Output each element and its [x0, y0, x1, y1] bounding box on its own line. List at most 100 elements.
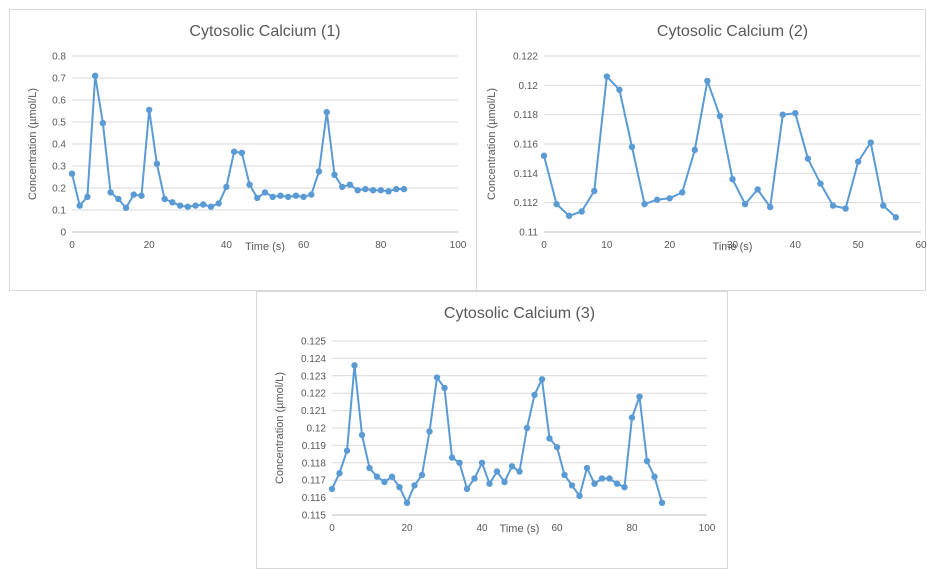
x-tick-label: 10: [601, 240, 613, 251]
y-tick-label: 0.2: [52, 184, 66, 195]
data-point: [716, 112, 724, 120]
data-point: [578, 208, 585, 215]
y-tick-label: 0.115: [302, 511, 327, 522]
data-point: [792, 110, 799, 117]
data-point: [418, 471, 426, 479]
chart-title: Cytosolic Calcium (3): [444, 305, 595, 322]
data-point: [817, 180, 824, 187]
data-point: [880, 202, 887, 209]
data-point: [315, 168, 323, 175]
data-point: [516, 468, 523, 475]
x-tick-label: 20: [664, 240, 676, 251]
data-point: [767, 203, 774, 211]
data-point: [223, 183, 230, 191]
data-point: [553, 200, 560, 208]
data-point: [339, 183, 346, 191]
data-point: [501, 478, 508, 486]
data-point: [169, 199, 176, 206]
data-point: [538, 376, 546, 383]
data-point: [138, 192, 145, 199]
y-tick-label: 0.117: [302, 476, 327, 487]
data-point: [300, 193, 307, 200]
x-tick-label: 0: [541, 240, 547, 251]
data-point: [153, 160, 161, 167]
data-point: [704, 77, 711, 85]
data-point: [261, 189, 269, 196]
y-tick-label: 0.123: [301, 371, 326, 382]
data-point: [107, 189, 114, 196]
data-point: [606, 475, 613, 482]
data-point: [308, 191, 315, 198]
data-point: [591, 480, 598, 487]
data-point: [358, 431, 366, 439]
x-axis-label: Time (s): [245, 241, 285, 253]
data-point: [369, 187, 377, 194]
y-tick-label: 0.116: [302, 493, 327, 504]
y-tick-label: 0.122: [301, 389, 326, 400]
data-point: [269, 193, 276, 200]
data-point: [385, 188, 392, 195]
y-tick-label: 0.118: [514, 110, 539, 121]
data-point: [130, 191, 137, 198]
data-point: [508, 463, 516, 470]
data-point: [115, 195, 122, 203]
data-point: [207, 203, 215, 210]
data-point: [328, 485, 336, 493]
data-point: [463, 485, 471, 493]
data-point: [403, 499, 411, 507]
data-point: [576, 492, 583, 500]
data-point: [91, 72, 99, 79]
data-point: [292, 192, 300, 199]
y-tick-label: 0.5: [52, 118, 66, 129]
x-tick-label: 80: [626, 523, 638, 534]
chart-panel-1: Cytosolic Calcium (1) 0 0.1 0.2 0.3 0.4 0.5 0.6…: [9, 9, 481, 291]
data-point: [553, 443, 561, 451]
x-tick-label: 80: [375, 240, 387, 251]
data-point: [598, 475, 606, 482]
data-point: [636, 393, 643, 400]
data-point: [613, 480, 621, 487]
x-tick-label: 100: [699, 523, 716, 534]
data-point: [621, 483, 628, 491]
data-point: [366, 464, 373, 472]
data-point: [854, 158, 862, 165]
y-tick-label: 0.3: [52, 162, 66, 173]
data-point: [336, 470, 343, 477]
y-tick-label: 0.12: [519, 81, 539, 92]
x-axis-label: Time (s): [713, 241, 753, 253]
data-point: [411, 482, 418, 489]
data-point: [246, 181, 253, 188]
data-point: [284, 193, 292, 200]
data-point: [400, 185, 408, 193]
data-point: [679, 189, 686, 196]
data-point: [192, 202, 199, 209]
y-tick-label: 0.124: [301, 354, 326, 365]
data-point: [373, 473, 381, 480]
data-point: [892, 214, 900, 221]
chart-panel-3: Cytosolic Calcium (3) 0.115 0.116 0.117 0.11…: [256, 291, 728, 569]
data-point: [176, 202, 184, 209]
y-tick-label: 0: [60, 228, 66, 239]
data-point: [441, 384, 448, 392]
data-point: [393, 185, 400, 193]
x-tick-label: 40: [790, 240, 802, 251]
data-point: [531, 391, 538, 399]
data-point: [471, 475, 478, 482]
data-point: [230, 148, 238, 155]
x-tick-label: 0: [69, 240, 75, 251]
data-point: [643, 457, 651, 465]
y-tick-label: 0.1: [52, 206, 66, 217]
data-point: [433, 374, 441, 381]
data-point: [616, 86, 623, 93]
data-point: [388, 473, 396, 480]
y-tick-label: 0.112: [514, 198, 539, 209]
y-tick-label: 0.121: [301, 406, 326, 417]
data-point: [377, 187, 384, 194]
data-point: [122, 204, 130, 211]
data-point: [779, 111, 786, 118]
data-point: [99, 119, 107, 127]
data-point: [478, 459, 486, 466]
data-point: [754, 186, 761, 193]
data-point: [426, 428, 433, 435]
data-point: [583, 464, 591, 472]
